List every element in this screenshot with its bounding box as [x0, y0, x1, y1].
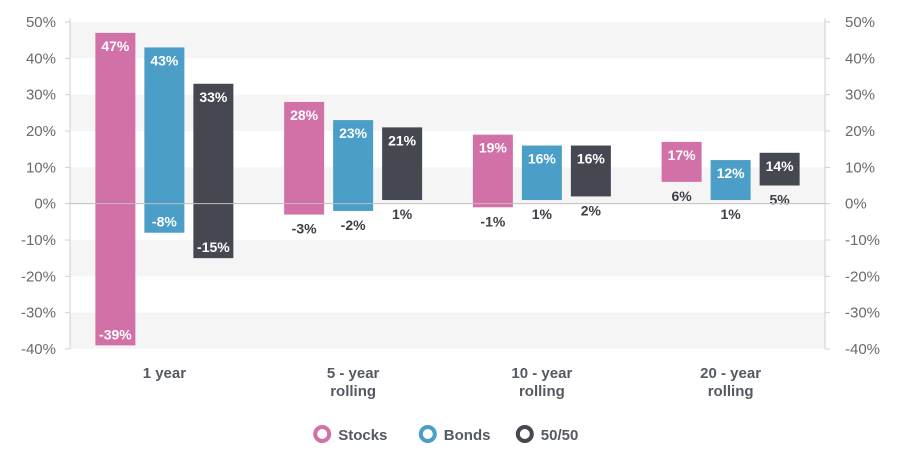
bar-5050 [759, 152, 800, 186]
legend: Stocks Bonds 50/50 [313, 425, 579, 444]
x-category-label: rolling [330, 383, 376, 400]
data-label-low: -1% [480, 213, 505, 229]
legend-label: Stocks [338, 427, 387, 444]
grid-band [70, 312, 825, 349]
data-label-high: 19% [479, 140, 508, 156]
bar-stocks [95, 32, 136, 346]
y-tick-label-left: -20% [21, 268, 56, 285]
bar-stocks [472, 134, 513, 208]
data-label-low: -3% [292, 221, 317, 237]
x-category-label: 20 - year [700, 365, 761, 382]
y-tick-label-right: 20% [845, 123, 875, 140]
y-tick-label-right: 50% [845, 14, 875, 31]
legend-marker-icon [515, 425, 534, 443]
bar-bonds [710, 160, 751, 201]
bar-stocks [284, 101, 325, 215]
y-tick-label-right: 40% [845, 50, 875, 67]
legend-marker-icon [313, 425, 332, 443]
data-label-low: -39% [99, 326, 132, 342]
y-tick-label-left: -30% [21, 305, 56, 322]
data-label-low: 2% [581, 202, 602, 218]
y-tick-label-right: -10% [845, 232, 880, 249]
bar-5050 [382, 127, 423, 201]
legend-marker-icon [418, 425, 437, 443]
bars: 47% -39% 43% -8% 33% -15% 28% -3% 23% -2% 21% 1% 19%… [95, 32, 800, 346]
bar-bonds [333, 120, 374, 211]
y-tick-label-right: -20% [845, 268, 880, 285]
data-label-high: 14% [766, 158, 795, 174]
data-label-low: -8% [152, 214, 177, 230]
legend-item-5050[interactable]: 50/50 [515, 425, 579, 444]
y-tick-label-right: -40% [845, 341, 880, 358]
x-category-label: rolling [519, 383, 565, 400]
bar-stocks [661, 141, 702, 182]
data-label-high: 43% [150, 52, 179, 68]
y-tick-label-left: 40% [26, 50, 56, 67]
grid-band [70, 22, 825, 59]
data-label-low: 1% [532, 206, 553, 222]
data-label-high: 47% [101, 38, 130, 54]
data-label-low: 1% [721, 206, 742, 222]
y-tick-label-left: 30% [26, 87, 56, 104]
axes: 50% 50% 40% 40% 30% 30% 20% 20% 10% 10% 0% 0% -10% -1… [21, 14, 880, 358]
y-tick-label-left: -10% [21, 232, 56, 249]
data-label-high: 28% [290, 107, 319, 123]
legend-item-bonds[interactable]: Bonds [418, 425, 491, 444]
x-category-label: rolling [708, 383, 754, 400]
data-label-low: 1% [392, 206, 413, 222]
data-label-high: 16% [528, 151, 557, 167]
data-label-high: 16% [577, 151, 606, 167]
y-tick-label-left: 20% [26, 123, 56, 140]
data-label-high: 12% [717, 165, 746, 181]
y-tick-label-right: 10% [845, 159, 875, 176]
data-label-low: -15% [197, 239, 230, 255]
bar-5050 [193, 83, 234, 259]
y-tick-label-right: -30% [845, 305, 880, 322]
x-category-label: 10 - year [511, 365, 572, 382]
y-tick-label-left: 50% [26, 14, 56, 31]
data-label-high: 23% [339, 125, 368, 141]
y-tick-label-right: 30% [845, 87, 875, 104]
legend-label: Bonds [444, 427, 491, 444]
data-label-high: 21% [388, 132, 417, 148]
data-label-low: 5% [770, 192, 791, 208]
legend-label: 50/50 [541, 427, 579, 444]
data-label-low: -2% [341, 217, 366, 233]
bar-5050 [570, 145, 611, 197]
bar-bonds [144, 47, 185, 233]
x-category-label: 1 year [143, 365, 187, 382]
data-label-high: 33% [199, 89, 228, 105]
data-label-high: 17% [668, 147, 697, 163]
bar-bonds [521, 145, 562, 201]
grid-bands [70, 22, 825, 349]
y-tick-label-right: 0% [845, 196, 867, 213]
x-category-label: 5 - year [327, 365, 380, 382]
y-tick-label-left: 0% [34, 196, 56, 213]
data-label-low: 6% [672, 188, 693, 204]
y-tick-label-left: -40% [21, 341, 56, 358]
grid-band [70, 240, 825, 277]
legend-item-stocks[interactable]: Stocks [313, 425, 387, 444]
y-tick-label-left: 10% [26, 159, 56, 176]
